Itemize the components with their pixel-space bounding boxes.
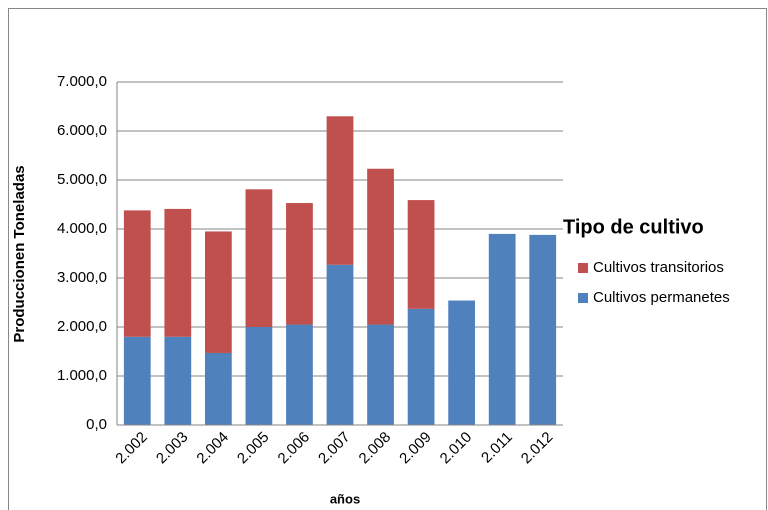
- y-tick-label: 4.000,0: [57, 220, 107, 237]
- y-tick-label: 1.000,0: [57, 367, 107, 384]
- legend-swatch: [578, 263, 588, 273]
- y-tick-label: 3.000,0: [57, 269, 107, 286]
- bar-segment: [164, 208, 192, 337]
- bar-segment: [326, 116, 354, 265]
- bar-segment: [204, 231, 232, 353]
- legend-label: Cultivos permanetes: [593, 289, 730, 306]
- bar-segment: [245, 327, 273, 425]
- bar-segment: [123, 336, 151, 425]
- y-tick-label: 7.000,0: [57, 73, 107, 90]
- x-tick-label: 2.005: [234, 429, 273, 468]
- x-tick-label: 2.008: [356, 429, 395, 468]
- y-tick-label: 6.000,0: [57, 122, 107, 139]
- x-axis-label: años: [330, 491, 360, 506]
- x-tick-label: 2.012: [518, 429, 557, 468]
- x-tick-label: 2.011: [478, 429, 516, 467]
- x-tick-label: 2.006: [275, 429, 314, 468]
- y-axis-label: Produccionen Toneladas: [11, 165, 28, 342]
- bar-segment: [123, 210, 151, 337]
- bar-segment: [367, 324, 394, 425]
- y-tick-label: 5.000,0: [57, 171, 107, 188]
- legend-title: Tipo de cultivo: [563, 216, 704, 238]
- x-tick-label: 2.003: [153, 429, 192, 468]
- x-tick-label: 2.002: [112, 429, 151, 468]
- x-tick-label: 2.009: [396, 429, 435, 468]
- bar-segment: [286, 203, 313, 325]
- bar-segment: [407, 308, 435, 425]
- y-tick-label: 0,0: [86, 416, 107, 433]
- bar-segment: [488, 233, 516, 425]
- bar-segment: [286, 324, 313, 425]
- legend-label: Cultivos transitorios: [593, 259, 724, 276]
- bar-segment: [164, 336, 192, 425]
- bar-segment: [448, 300, 476, 425]
- x-tick-label: 2.004: [193, 429, 232, 468]
- bar-segment: [407, 200, 435, 309]
- x-tick-label: 2.010: [437, 429, 476, 468]
- bar-segment: [326, 264, 354, 425]
- x-tick-label: 2.007: [315, 429, 354, 468]
- y-tick-label: 2.000,0: [57, 318, 107, 335]
- bar-segment: [367, 168, 394, 325]
- legend-swatch: [578, 293, 588, 303]
- bar-segment: [245, 189, 273, 327]
- chart-border: [8, 8, 767, 510]
- bar-segment: [529, 234, 557, 425]
- bar-segment: [204, 352, 232, 425]
